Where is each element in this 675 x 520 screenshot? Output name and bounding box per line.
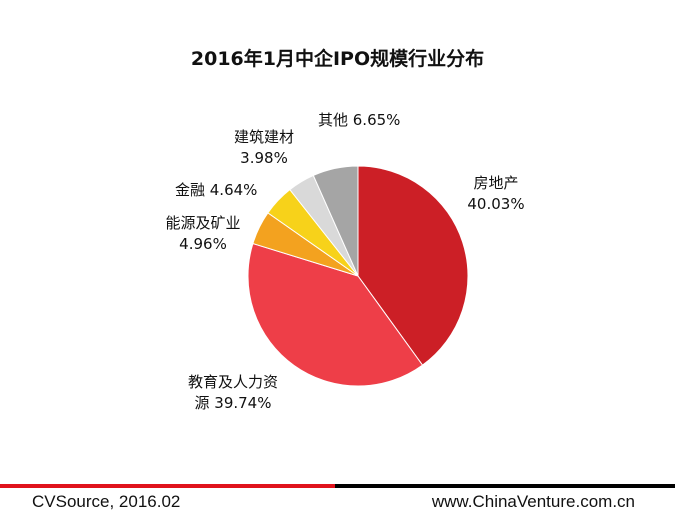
label-energy: 能源及矿业 4.96%: [156, 213, 250, 255]
chart-title: 2016年1月中企IPO规模行业分布: [190, 48, 485, 70]
label-construction-pct: 3.98%: [240, 149, 288, 167]
label-energy-name: 能源及矿业: [165, 214, 241, 232]
pie-slice-1: [357, 165, 469, 366]
label-real-estate: 房地产 40.03%: [458, 173, 534, 215]
label-education: 教育及人力资 源 39.74%: [168, 372, 298, 414]
footer-divider-red: [0, 484, 335, 488]
label-other: 其他 6.65%: [318, 110, 400, 131]
pie-slice-2: [247, 242, 424, 387]
pie-slice-6: [312, 165, 359, 277]
label-education-line1: 教育及人力资: [187, 373, 278, 391]
footer-divider-black: [335, 484, 675, 488]
label-finance: 金融 4.64%: [175, 180, 257, 201]
label-finance-text: 金融 4.64%: [175, 181, 258, 199]
label-other-text: 其他 6.65%: [318, 111, 401, 129]
label-education-line2: 源 39.74%: [194, 394, 272, 412]
footer-website: www.ChinaVenture.com.cn: [431, 492, 635, 511]
footer-source: CVSource, 2016.02: [32, 492, 181, 511]
label-energy-pct: 4.96%: [179, 235, 227, 253]
label-real-estate-name: 房地产: [473, 174, 519, 192]
label-real-estate-pct: 40.03%: [467, 195, 525, 213]
label-construction: 建筑建材 3.98%: [222, 127, 306, 169]
label-construction-name: 建筑建材: [233, 128, 294, 146]
